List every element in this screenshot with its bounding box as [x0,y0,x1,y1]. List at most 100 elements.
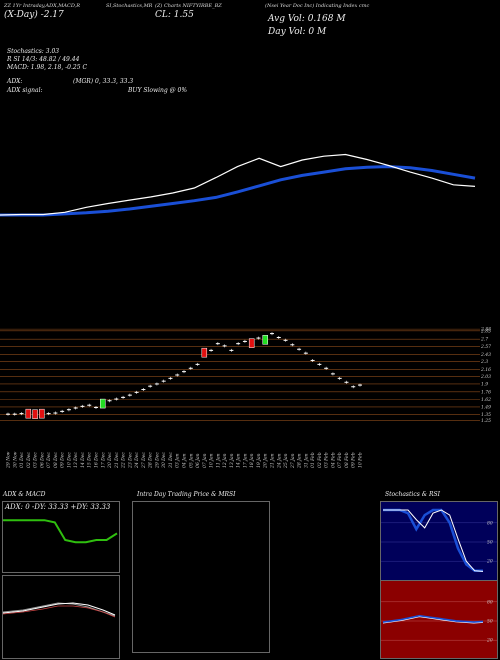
day-change: (X-Day) -2.17 [4,10,64,20]
date-tick-label: 13 Jan [229,453,235,468]
date-tick-label: 03 Jan [175,453,181,468]
rsi-tick-label: 50 [487,619,493,625]
date-tick-label: 28 Jan [297,453,303,469]
candle-down [248,338,255,348]
date-tick-label: 18 Jan [249,453,255,468]
date-tick-label: 29 Dec [154,452,160,469]
date-tick-label: 19 Jan [256,453,262,468]
rsi-tick-label: 20 [486,638,493,644]
price-tick-label: 2.57 [480,344,491,350]
adx-panel: ADX: 0 -DY: 33.33 +DY: 33.33 [2,501,120,573]
date-tick-label: 14 Dec [80,452,86,468]
date-tick-label: 04 Feb [330,452,336,468]
date-tick-label: 10 Dec [66,452,72,468]
date-tick-label: 02 Dec [26,452,32,468]
macd-panel [2,575,120,659]
stoch-panel-title: Stochastics & RSI [385,491,440,498]
adx-panel-title: ADX & MACD [3,491,46,498]
date-tick-label: 27 Dec [141,452,147,469]
price-tick-label: 1.49 [481,404,491,410]
date-tick-label: 31 Jan [303,453,309,468]
date-tick-label: 04 Jan [182,453,188,468]
adx-series-line [3,519,118,544]
date-tick-label: 10 Jan [209,453,215,468]
close-price: CL: 1.55 [155,10,194,20]
price-tick-label: 2.43 [480,352,491,358]
rsi-signal-line [382,616,484,624]
date-tick-label: 01 Dec [19,452,25,468]
price-tick-label: 2.16 [480,367,491,373]
date-tick-label: 13 Dec [73,452,79,468]
date-tick-label: 27 Jan [290,453,296,469]
date-tick-label: 20 Dec [107,452,113,469]
macd-readout: MACD: 1.98, 2.18, -0.25 C [7,64,88,71]
intraday-panel-title: Intra Day Trading Price & MRSI [137,491,236,498]
adx-line-chart [3,519,118,544]
date-tick-label: 25 Jan [283,453,289,469]
price-tick-label: 1.9 [481,381,488,387]
date-tick-label: 06 Dec [39,452,45,468]
adx-panel-readout: ADX: 0 -DY: 33.33 +DY: 33.33 [5,503,111,511]
date-tick-label: 22 Dec [121,452,127,469]
date-tick-label: 17 Dec [100,452,106,468]
date-tick-label: 24 Dec [134,452,140,469]
date-tick-label: 09 Dec [60,452,66,468]
date-tick-label: 01 Feb [310,452,316,468]
date-tick-label: 09 Feb [351,452,357,468]
day-volume: Day Vol: 0 M [268,27,327,37]
date-tick-label: 08 Feb [344,452,350,468]
price-tick-label: 2.88 [480,327,491,333]
candle-down [201,347,208,358]
price-tick-label: 2.7 [480,337,488,343]
date-tick-label: 08 Dec [53,452,59,468]
price-tick-label: 2.3 [480,359,488,365]
stoch-series-line-1 [383,509,484,572]
date-tick-label: 15 Dec [87,452,93,468]
adx-signal-label: ADX signal: [7,87,43,94]
price-chart: 2.882.85 2.72.57 2.432.3 2.162.031.9 1.76 1.6… [0,327,491,469]
price-tick-label: 2.85 [480,328,491,334]
date-tick-label: 20 Jan [263,453,269,469]
date-tick-label: 03 Dec [33,452,39,468]
rsi-line [382,614,484,624]
date-tick-label: 12 Jan [222,453,228,468]
candle-up [262,335,268,345]
header-symbol: (Z) Charts NIFTYIRBE_BZ [155,3,222,9]
stoch-readout: Stochastics: 3.03 [7,48,60,55]
candle-up [100,398,106,409]
price-tick-label: 2.03 [480,374,491,380]
date-tick-label: 14 Jan [236,453,242,468]
date-tick-label: 07 Dec [46,452,52,468]
stoch-panel: 80 50 20 [380,501,498,581]
ma-line-chart [0,153,476,217]
date-tick-label: 28 Dec [148,452,154,469]
price-tick-label: 1.62 [481,397,491,403]
price-tick-label: 1.35 [481,412,491,418]
rsi-panel: 80 50 20 [380,580,498,659]
rsi-readout: R SI 14/3: 48.82 / 49.44 [7,56,80,63]
date-tick-label: 07 Jan [202,453,208,468]
stoch-tick-label: 20 [486,559,493,565]
date-tick-label: 29 Nov [6,451,12,469]
macd-signal-line [3,602,116,617]
date-tick-label: 24 Jan [276,453,282,469]
header-title-mid: SI,Stochastics,MR [106,3,153,9]
stoch-line-chart: 80 50 20 [381,508,497,573]
candle-down [39,408,45,419]
date-tick-label: 30 Nov [12,451,18,468]
candle-down [32,409,38,419]
date-tick-label: 11 Jan [215,453,221,468]
price-tick-label: 1.25 [481,418,491,424]
macd-line-chart [3,602,116,618]
adx-label: ADX: [7,78,23,85]
header-title-left: ZZ 1Yr Intraday,ADX,MACD,R [4,3,81,9]
candle-down [25,408,32,419]
date-tick-label: 31 Dec [168,452,174,468]
ma-series-line-0 [0,165,476,217]
date-tick-label: 06 Jan [195,453,201,468]
date-tick-label: 30 Dec [161,452,167,468]
header-title-right: (Nsei Year Doc Inc) Indicating Index cmc [265,3,370,9]
rsi-line-chart: 80 50 20 [381,599,497,644]
avg-volume: Avg Vol: 0.168 M [268,14,346,24]
macd-histogram-line [3,605,116,618]
